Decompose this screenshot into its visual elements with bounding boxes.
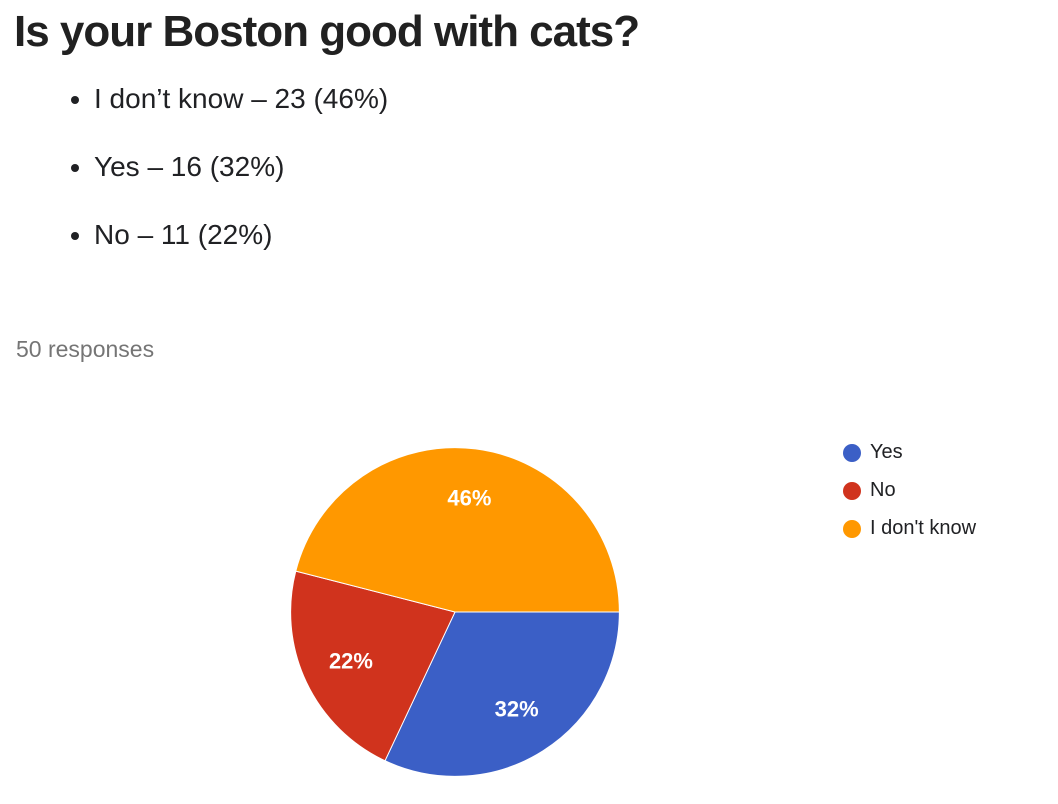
chart-legend: Yes No I don't know — [843, 441, 976, 555]
question-title: Is your Boston good with cats? — [14, 7, 640, 56]
legend-item-i-don-t-know: I don't know — [843, 517, 976, 540]
pie-slice-label: 46% — [447, 485, 491, 510]
pie-slice-no — [290, 570, 456, 762]
pie-slice-yes — [384, 611, 620, 777]
pie-slice-i-don-t-know — [295, 447, 620, 613]
responses-count: 50 responses — [16, 336, 155, 362]
legend-item-yes: Yes — [843, 441, 976, 464]
legend-label: I don't know — [870, 517, 977, 539]
legend-item-no: No — [843, 479, 976, 502]
pie-chart: 32% 22% 46% — [290, 447, 620, 777]
summary-item-idk: I don’t know – 23 (46%) — [94, 82, 388, 116]
legend-label: Yes — [870, 441, 903, 463]
summary-list: I don’t know – 23 (46%) Yes – 16 (32%) N… — [68, 82, 388, 286]
legend-color-dot — [843, 519, 861, 538]
summary-item-yes: Yes – 16 (32%) — [94, 150, 388, 184]
summary-item-no: No – 11 (22%) — [94, 218, 388, 252]
legend-color-dot — [843, 481, 861, 500]
pie-slice-label: 22% — [329, 649, 373, 674]
legend-label: No — [870, 479, 896, 501]
pie-slice-label: 32% — [495, 697, 539, 722]
legend-color-dot — [843, 443, 861, 462]
